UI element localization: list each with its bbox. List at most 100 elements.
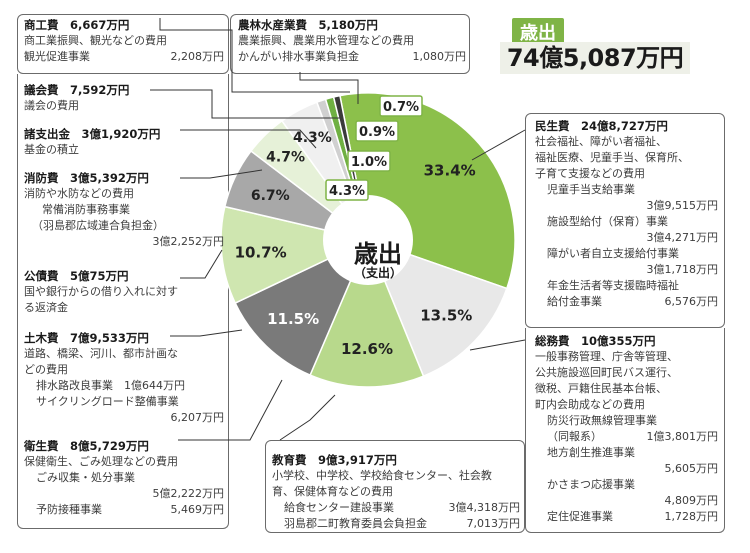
pie-callout-shokou: 0.9%	[355, 120, 399, 142]
cat-minsei-sub-0: 3億9,515万円	[646, 199, 719, 212]
cat-minsei-line-0: 社会福祉、障がい者福祉、	[535, 135, 667, 148]
cat-kousai: 公債費 5億75万円 国や銀行からの借り入れに対す る返済金	[24, 268, 178, 316]
cat-eisei-item: 予防接種事業 5,469万円	[36, 503, 224, 516]
cat-shokou-title: 商工費 6,667万円	[24, 18, 130, 32]
svg-text:4.3%: 4.3%	[329, 184, 365, 199]
cat-somu-sub-0: （同報系） 1億3,801万円	[547, 430, 718, 443]
cat-somu-sub-2: 5,605万円	[664, 462, 719, 475]
pie-callout-norin: 0.7%	[379, 95, 423, 117]
cat-shobo-amount: 3億2,252万円	[152, 235, 225, 248]
leader-line	[279, 394, 336, 441]
cat-shokou-line: 商工業振興、観光などの費用	[24, 34, 167, 47]
cat-norin-title: 農林水産業費 5,180万円	[238, 18, 378, 32]
pie-label-shobo: 6.7%	[251, 188, 290, 204]
cat-shoshishutsu-title: 諸支出金 3億1,920万円	[24, 127, 161, 141]
cat-minsei-line-3: 児童手当支給事業	[547, 183, 635, 196]
pie-label-somu: 13.5%	[420, 306, 472, 324]
cat-minsei-sub-3: 障がい者自立支援給付事業	[547, 247, 679, 260]
left-box-main	[17, 74, 229, 529]
leader-line	[180, 249, 223, 279]
norin-box	[230, 14, 470, 74]
cat-eisei-title: 衛生費 8億5,729万円	[24, 439, 149, 453]
cat-gikai-line: 議会の費用	[24, 99, 79, 112]
cat-doboku-line-3: サイクリングロード整備事業	[36, 395, 179, 408]
cat-norin: 農林水産業費 5,180万円 農業振興、農業用水管理などの費用 かんがい排水事業…	[238, 17, 466, 65]
cat-somu-sub-1: 地方創生推進事業	[547, 446, 635, 459]
cat-somu-sub-5: 定住促進事業 1,728万円	[547, 510, 718, 523]
cat-norin-line: 農業振興、農業用水管理などの費用	[238, 34, 414, 47]
somu-box	[525, 328, 725, 533]
pie-slice-kousai	[220, 205, 371, 305]
leader-line	[299, 72, 359, 104]
center-title: 歳出	[354, 240, 402, 268]
svg-text:0.9%: 0.9%	[359, 125, 395, 140]
cat-somu-sub-3: かさまつ応援事業	[547, 478, 635, 491]
cat-somu-line-1: 公共施設巡回町民バス運行、	[535, 366, 678, 379]
cat-kyoiku-item-1: 羽島郡二町教育委員会負担金 7,013万円	[284, 517, 520, 530]
cat-minsei-sub-1: 施設型給付（保育）事業	[547, 215, 668, 228]
cat-kousai-line-0: 国や銀行からの借り入れに対す	[24, 285, 178, 298]
cat-gikai: 議会費 7,592万円 議会の費用	[24, 82, 129, 114]
pie-label-kyoiku: 12.6%	[341, 340, 393, 358]
cat-eisei-line-0: 保健衛生、ごみ処理などの費用	[24, 455, 178, 468]
leader-line	[170, 329, 243, 337]
cat-minsei-sub-6: 給付金事業 6,576万円	[547, 295, 718, 308]
pie-label-eisei: 4.3%	[293, 130, 332, 146]
cat-kousai-title: 公債費 5億75万円	[24, 269, 129, 283]
cat-doboku-line-0: 道路、橋梁、河川、都市計画な	[24, 347, 178, 360]
leader-line	[150, 89, 340, 119]
total-amount: 74億5,087万円	[500, 42, 690, 74]
cat-shokou-item: 観光促進事業 2,208万円	[24, 50, 224, 63]
cat-shobo-title: 消防費 3億5,392万円	[24, 171, 149, 185]
cat-eisei-amount: 5億2,222万円	[152, 487, 225, 500]
kyoiku-box	[265, 440, 525, 533]
pie-label-kousai: 10.7%	[235, 244, 287, 262]
cat-kyoiku-line-1: 育、保健体育などの費用	[272, 485, 393, 498]
cat-minsei-line-2: 子育て支援などの費用	[535, 167, 645, 180]
cat-minsei-sub-5: 年金生活者等支援臨時福祉	[547, 279, 679, 292]
left-box-top	[17, 14, 229, 74]
cat-minsei-title: 民生費 24億8,727万円	[535, 119, 668, 133]
cat-doboku: 土木費 7億9,533万円 道路、橋梁、河川、都市計画な どの費用 排水路改良事…	[24, 330, 224, 426]
minsei-box	[525, 113, 725, 328]
pie-label-minsei: 33.4%	[424, 161, 476, 179]
cat-doboku-title: 土木費 7億9,533万円	[24, 331, 149, 345]
pie-slice-kyoiku	[309, 238, 425, 388]
cat-eisei: 衛生費 8億5,729万円 保健衛生、ごみ処理などの費用 ごみ収集・処分事業 5…	[24, 438, 224, 518]
cat-somu: 総務費 10億355万円 一般事務管理、庁舎等管理、 公共施設巡回町民バス運行、…	[535, 333, 718, 525]
cat-kousai-line-1: る返済金	[24, 301, 68, 314]
cat-somu-line-3: 町内会助成などの費用	[535, 398, 645, 411]
cat-shoshishutsu-line: 基金の積立	[24, 143, 79, 156]
cat-somu-line-2: 徴税、戸籍住民基本台帳、	[535, 382, 667, 395]
cat-kyoiku: 教育費 9億3,917万円 小学校、中学校、学校給食センター、社会教 育、保健体…	[272, 452, 520, 532]
pie-slice-doboku	[234, 238, 370, 377]
pie-callout-gikai: 1.0%	[347, 150, 391, 172]
pie-center-hole	[323, 195, 413, 285]
cat-shokou: 商工費 6,667万円 商工業振興、観光などの費用 観光促進事業 2,208万円	[24, 17, 224, 65]
cat-doboku-line-1: どの費用	[24, 363, 68, 376]
cat-minsei: 民生費 24億8,727万円 社会福祉、障がい者福祉、 福祉医療、児童手当、保育…	[535, 118, 718, 310]
cat-doboku-amount: 6,207万円	[170, 411, 225, 424]
cat-shobo-line-2: （羽島郡広域連合負担金）	[32, 219, 164, 232]
center-subtitle: （支出）	[353, 266, 402, 280]
cat-shobo: 消防費 3億5,392万円 消防や水防などの費用 常備消防事務事業 （羽島郡広域…	[24, 170, 224, 250]
cat-kyoiku-line-0: 小学校、中学校、学校給食センター、社会教	[272, 469, 492, 482]
cat-shoshishutsu: 諸支出金 3億1,920万円 基金の積立	[24, 126, 160, 158]
cat-kyoiku-title: 教育費 9億3,917万円	[272, 453, 397, 467]
cat-somu-line-4: 防災行政無線管理事業	[547, 414, 657, 427]
cat-norin-item: かんがい排水事業負担金 1,080万円	[238, 50, 466, 63]
pie-label-doboku: 11.5%	[267, 310, 319, 328]
leader-line	[180, 129, 317, 149]
cat-somu-line-0: 一般事務管理、庁舎等管理、	[535, 350, 678, 363]
cat-somu-sub-4: 4,809万円	[664, 494, 719, 507]
cat-somu-title: 総務費 10億355万円	[535, 334, 656, 348]
leader-line	[469, 339, 526, 351]
leader-line	[471, 129, 526, 161]
cat-minsei-sub-4: 3億1,718万円	[646, 263, 719, 276]
cat-minsei-sub-2: 3億4,271万円	[646, 231, 719, 244]
cat-kyoiku-item-0: 給食センター建設事業 3億4,318万円	[284, 501, 520, 514]
pie-label-shoshishutsu: 4.7%	[266, 150, 305, 166]
leader-line	[180, 169, 263, 179]
svg-text:1.0%: 1.0%	[351, 155, 387, 170]
